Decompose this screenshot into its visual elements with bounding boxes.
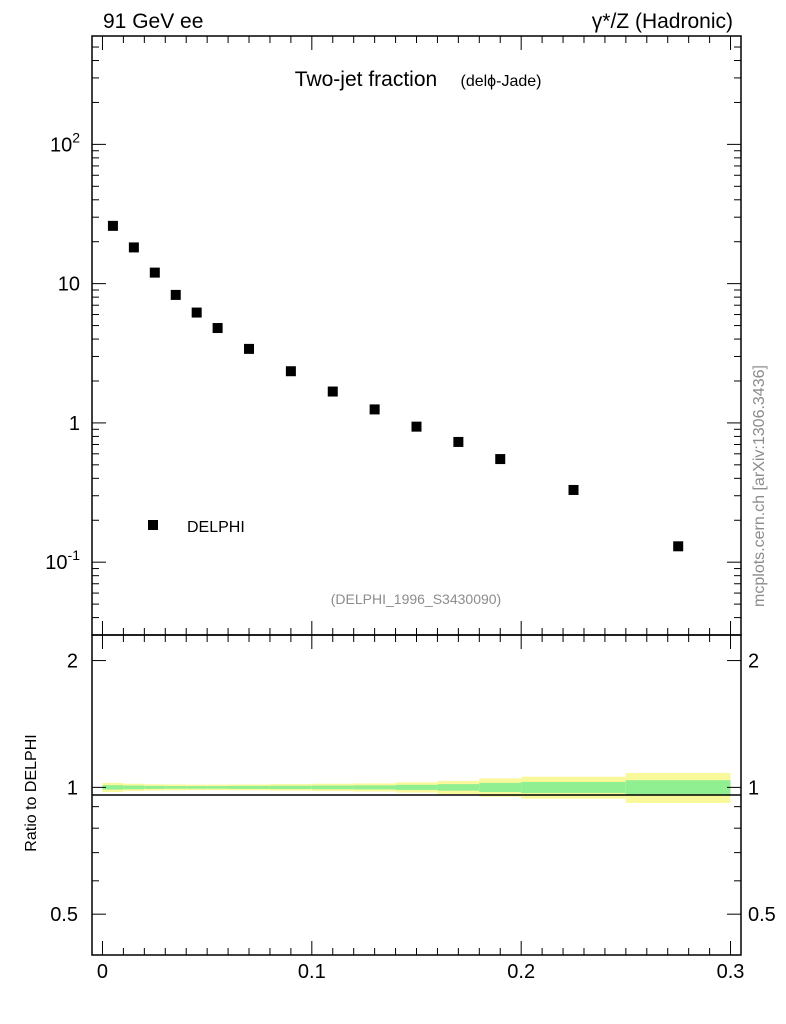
data-point [327, 386, 338, 397]
band-inner [144, 785, 166, 789]
data-point [191, 307, 202, 318]
ratio-y-tick-label: 2 [67, 651, 78, 673]
y-tick-label: 102 [50, 129, 80, 156]
data-point [369, 404, 380, 415]
band-inner [207, 786, 229, 789]
x-tick-label: 0 [97, 961, 108, 983]
band-inner [102, 785, 124, 790]
header-right: γ*/Z (Hadronic) [592, 10, 733, 33]
band-inner [228, 785, 270, 789]
ratio-y-tick-label-right: 1 [748, 777, 759, 799]
ratio-y-tick-label-right: 0.5 [748, 904, 776, 926]
data-point [212, 323, 223, 334]
legend-marker [148, 520, 158, 530]
data-point [149, 267, 160, 278]
y-tick-label: 1 [69, 413, 80, 435]
band-inner [479, 782, 522, 793]
band-inner [186, 786, 208, 789]
band-inner [437, 784, 480, 791]
data-point [107, 220, 118, 231]
ratio-y-tick-label-right: 2 [748, 651, 759, 673]
ratio-ylabel: Ratio to DELPHI [23, 734, 40, 851]
chart-subtitle: (delϕ-Jade) [461, 73, 542, 90]
chart-title: Two-jet fraction [295, 68, 437, 91]
data-point [411, 421, 422, 432]
side-label: mcplots.cern.ch [arXiv:1306.3436] [751, 365, 768, 607]
band-inner [123, 785, 145, 790]
chart-annotation: (DELPHI_1996_S3430090) [331, 591, 501, 607]
band-inner [165, 786, 187, 789]
band-inner [353, 785, 396, 790]
data-point [453, 436, 464, 447]
y-tick-label: 10 [58, 274, 80, 296]
ratio-panel: 0.5 0.5 1 1 2 2 0 0.1 0.2 0.3 Ratio to DELPHI [23, 634, 776, 983]
data-point [128, 242, 139, 253]
data-point [673, 541, 684, 552]
band-inner [395, 784, 438, 790]
uncertainty-bands [102, 772, 731, 804]
data-series-delphi [107, 220, 684, 552]
ratio-y-tick-label: 0.5 [50, 904, 78, 926]
legend-label: DELPHI [187, 519, 245, 536]
ratio-y-tick-label: 1 [67, 777, 78, 799]
band-inner [625, 780, 731, 795]
x-tick-label: 0.1 [298, 961, 326, 983]
band-inner [311, 785, 354, 790]
data-point [244, 343, 255, 354]
main-frame [91, 35, 742, 636]
band-inner [521, 781, 626, 793]
x-tick-label: 0.2 [507, 961, 535, 983]
band-inner [269, 785, 312, 790]
data-point [285, 366, 296, 377]
x-tick-label: 0.3 [717, 961, 745, 983]
legend: DELPHI [148, 519, 245, 536]
data-point [495, 454, 506, 465]
data-point [170, 289, 181, 300]
data-point [568, 484, 579, 495]
header-left: 91 GeV ee [103, 10, 203, 33]
y-tick-label: 10-1 [45, 547, 80, 574]
